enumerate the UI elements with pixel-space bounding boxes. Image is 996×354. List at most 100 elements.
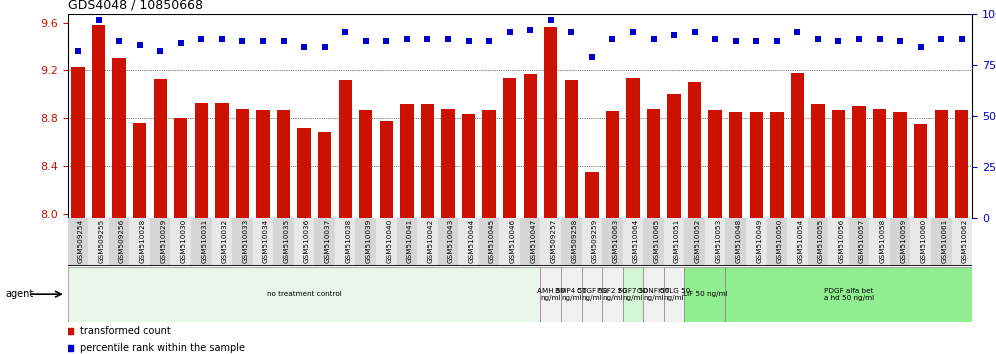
Point	[707, 36, 723, 41]
Text: CTGF 50
ng/ml: CTGF 50 ng/ml	[577, 288, 608, 301]
Text: GSM510034: GSM510034	[263, 219, 269, 263]
Text: GSM510035: GSM510035	[284, 219, 290, 263]
Bar	[931, 218, 951, 266]
Bar	[586, 172, 599, 218]
Text: GSM510051: GSM510051	[674, 219, 680, 263]
Bar	[441, 109, 454, 218]
Point	[872, 36, 887, 41]
Bar	[622, 267, 643, 321]
Bar	[256, 110, 270, 218]
Text: transformed count: transformed count	[80, 326, 170, 336]
Bar	[482, 110, 496, 218]
Point	[625, 30, 641, 35]
Bar	[133, 123, 146, 218]
Bar	[684, 218, 705, 266]
Text: GSM510057: GSM510057	[860, 219, 866, 263]
Text: FGF2 50
ng/ml: FGF2 50 ng/ml	[598, 288, 627, 301]
Text: GSM510045: GSM510045	[489, 219, 495, 263]
Bar	[113, 58, 125, 218]
Text: GSM510064: GSM510064	[633, 219, 639, 263]
Bar	[893, 112, 906, 218]
Bar	[910, 218, 931, 266]
Text: GSM510036: GSM510036	[304, 219, 310, 263]
Bar	[791, 73, 804, 218]
Bar	[767, 218, 787, 266]
Text: BMP4 50
ng/ml: BMP4 50 ng/ml	[556, 288, 588, 301]
Bar	[663, 218, 684, 266]
Bar	[889, 218, 910, 266]
Bar	[376, 218, 396, 266]
Point	[296, 44, 312, 50]
Bar	[853, 106, 866, 218]
Bar	[832, 110, 846, 218]
Bar	[72, 67, 85, 218]
Text: GSM510058: GSM510058	[879, 219, 885, 263]
Point	[359, 127, 374, 132]
Bar	[603, 218, 622, 266]
Text: GSM510044: GSM510044	[468, 219, 474, 263]
Point	[338, 30, 354, 35]
Point	[419, 36, 435, 41]
Bar	[626, 78, 639, 218]
Bar	[667, 95, 680, 218]
Bar	[541, 218, 561, 266]
Point	[769, 38, 785, 44]
Text: KITLG 50
ng/ml: KITLG 50 ng/ml	[658, 288, 690, 301]
Bar	[499, 218, 520, 266]
Bar	[725, 267, 972, 321]
Text: GDNF 50
ng/ml: GDNF 50 ng/ml	[637, 288, 669, 301]
Bar	[750, 112, 763, 218]
Bar	[870, 218, 889, 266]
Point	[892, 38, 908, 44]
Bar	[520, 218, 541, 266]
Bar	[153, 79, 167, 218]
Bar	[561, 218, 582, 266]
Point	[645, 36, 661, 41]
Bar	[315, 218, 335, 266]
Bar	[787, 218, 808, 266]
Point	[276, 38, 292, 44]
Point	[317, 44, 333, 50]
Text: GSM510040: GSM510040	[386, 219, 392, 263]
Text: GSM510055: GSM510055	[818, 219, 824, 263]
Point	[543, 17, 559, 23]
Text: GSM510063: GSM510063	[613, 219, 619, 263]
Bar	[318, 131, 332, 218]
Bar	[643, 218, 663, 266]
Text: GSM510032: GSM510032	[222, 219, 228, 263]
Point	[378, 38, 394, 44]
Text: percentile rank within the sample: percentile rank within the sample	[80, 343, 245, 353]
Bar	[437, 218, 458, 266]
Point	[234, 38, 250, 44]
Point	[933, 36, 949, 41]
Bar	[479, 218, 499, 266]
Bar	[561, 267, 582, 321]
Bar	[541, 267, 561, 321]
Text: LIF 50 ng/ml: LIF 50 ng/ml	[682, 291, 727, 297]
Bar	[232, 218, 253, 266]
Text: GSM510048: GSM510048	[736, 219, 742, 263]
Text: GSM510056: GSM510056	[839, 219, 845, 263]
Bar	[684, 267, 725, 321]
Point	[954, 36, 970, 41]
Bar	[622, 218, 643, 266]
Point	[584, 54, 600, 60]
Bar	[170, 218, 191, 266]
Bar	[812, 104, 825, 218]
Bar	[951, 218, 972, 266]
Bar	[129, 218, 150, 266]
Bar	[191, 218, 211, 266]
Bar	[646, 109, 660, 218]
Bar	[417, 218, 437, 266]
Bar	[294, 218, 315, 266]
Point	[399, 36, 415, 41]
Bar	[808, 218, 829, 266]
Bar	[582, 218, 603, 266]
Bar	[829, 218, 849, 266]
Bar	[524, 74, 537, 218]
Point	[255, 38, 271, 44]
Text: GSM510049: GSM510049	[756, 219, 762, 263]
Text: GSM510059: GSM510059	[900, 219, 906, 263]
Text: GSM510038: GSM510038	[346, 219, 352, 263]
Bar	[339, 80, 352, 218]
